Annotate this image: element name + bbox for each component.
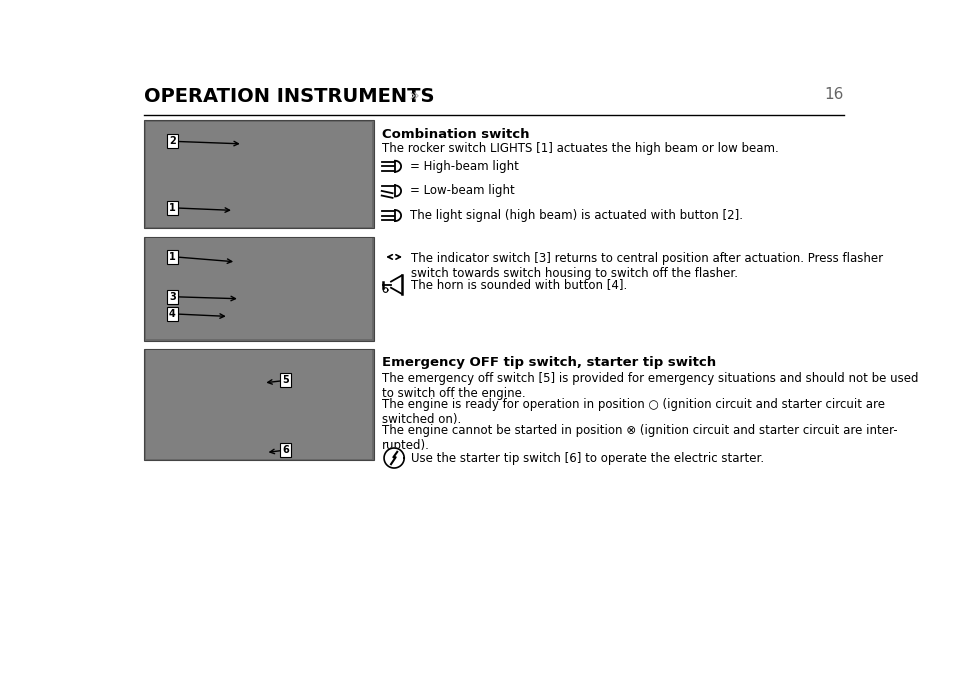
Text: 5: 5 bbox=[282, 375, 289, 385]
Text: 1: 1 bbox=[169, 252, 175, 262]
Text: OPERATION INSTRUMENTS: OPERATION INSTRUMENTS bbox=[144, 87, 435, 106]
Text: 16: 16 bbox=[823, 87, 842, 102]
Text: = Low-beam light: = Low-beam light bbox=[409, 184, 514, 197]
Text: The engine cannot be started in position ⊗ (ignition circuit and starter circuit: The engine cannot be started in position… bbox=[381, 424, 897, 452]
FancyBboxPatch shape bbox=[146, 238, 372, 340]
Text: Combination switch: Combination switch bbox=[381, 128, 529, 141]
FancyBboxPatch shape bbox=[146, 350, 372, 459]
Polygon shape bbox=[384, 448, 404, 468]
Text: The engine is ready for operation in position ○ (ignition circuit and starter ci: The engine is ready for operation in pos… bbox=[381, 398, 883, 426]
FancyBboxPatch shape bbox=[144, 237, 374, 341]
Text: »: » bbox=[408, 87, 418, 105]
FancyBboxPatch shape bbox=[144, 349, 374, 460]
Text: The indicator switch [3] returns to central position after actuation. Press flas: The indicator switch [3] returns to cent… bbox=[411, 252, 882, 280]
Text: The light signal (high beam) is actuated with button [2].: The light signal (high beam) is actuated… bbox=[409, 209, 741, 222]
Text: The rocker switch LIGHTS [1] actuates the high beam or low beam.: The rocker switch LIGHTS [1] actuates th… bbox=[381, 142, 778, 155]
Text: 4: 4 bbox=[169, 309, 175, 319]
Text: = High-beam light: = High-beam light bbox=[409, 160, 517, 173]
Text: The emergency off switch [5] is provided for emergency situations and should not: The emergency off switch [5] is provided… bbox=[381, 372, 917, 400]
Text: The horn is sounded with button [4].: The horn is sounded with button [4]. bbox=[411, 278, 627, 291]
Text: Emergency OFF tip switch, starter tip switch: Emergency OFF tip switch, starter tip sw… bbox=[381, 356, 715, 369]
Text: 6: 6 bbox=[282, 445, 289, 455]
Text: 3: 3 bbox=[169, 292, 175, 302]
Text: Use the starter tip switch [6] to operate the electric starter.: Use the starter tip switch [6] to operat… bbox=[411, 452, 763, 464]
Text: 1: 1 bbox=[169, 202, 175, 213]
FancyBboxPatch shape bbox=[144, 120, 374, 228]
Text: 2: 2 bbox=[169, 136, 175, 146]
FancyBboxPatch shape bbox=[146, 122, 372, 227]
